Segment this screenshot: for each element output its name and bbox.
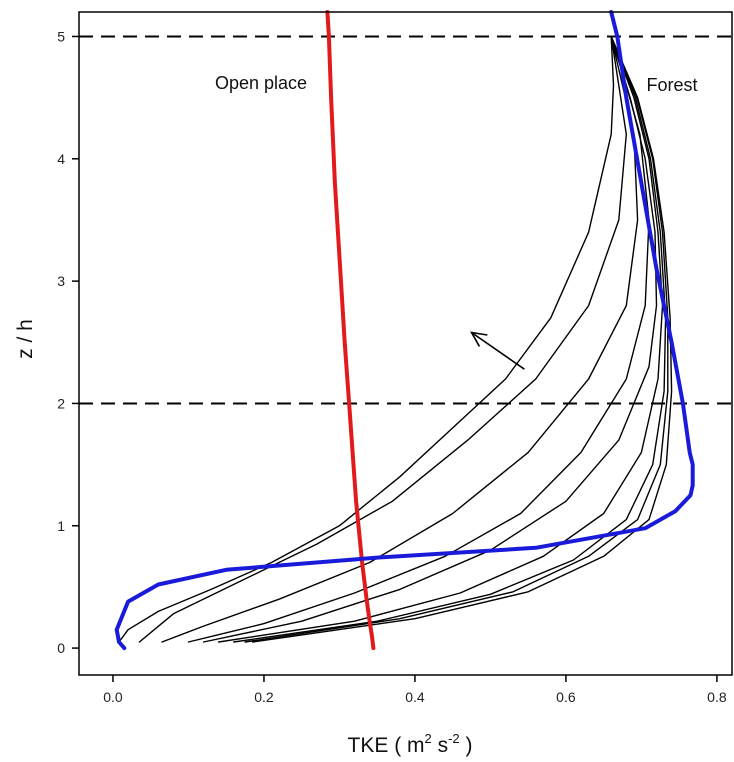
- y-tick-label: 5: [57, 28, 65, 44]
- transition-profile-line-2: [118, 35, 615, 649]
- open-place-line: [325, 10, 376, 651]
- x-tick-label: 0.2: [254, 689, 274, 705]
- x-axis-title-mid: s: [432, 734, 448, 757]
- arrow-head: [470, 331, 488, 347]
- x-tick-label: 0.6: [556, 689, 576, 705]
- transition-profile-line-10: [251, 35, 673, 643]
- x-axis-title-tail: ): [460, 734, 473, 757]
- plot-marks: [79, 10, 732, 651]
- transition-profile-line-3: [138, 35, 627, 643]
- transition-profile-line-8: [233, 35, 667, 643]
- forest-line: [114, 10, 695, 651]
- x-axis-title-main: TKE ( m: [348, 734, 425, 757]
- axes: 0.0 0.2 0.4 0.6 0.8 0 1 2 3 4 5: [57, 28, 727, 705]
- annotation-open-place: Open place: [215, 73, 307, 93]
- x-axis-title-sup2: -2: [448, 731, 460, 746]
- transition-profile-line-5: [187, 35, 650, 643]
- plot-frame: [78, 11, 733, 676]
- y-tick-label: 1: [57, 518, 65, 534]
- transition-profile-line-7: [217, 35, 664, 643]
- y-tick-label: 3: [57, 273, 65, 289]
- x-tick-label: 0.4: [405, 689, 425, 705]
- x-tick-label: 0.8: [707, 689, 727, 705]
- direction-arrow: [470, 331, 525, 370]
- y-axis-title: z / h: [14, 319, 37, 359]
- y-tick-label: 4: [57, 151, 65, 167]
- transition-profile-line-4: [161, 35, 639, 643]
- y-tick-label: 0: [57, 640, 65, 656]
- annotation-forest: Forest: [646, 75, 697, 95]
- transition-profile-line-6: [202, 35, 658, 643]
- arrow-shaft: [471, 331, 525, 370]
- y-tick-label: 2: [57, 395, 65, 411]
- x-axis-title-sup1: 2: [425, 731, 432, 746]
- x-axis-title: TKE ( m2 s-2 ): [348, 731, 473, 757]
- transition-profile-line-9: [244, 35, 669, 643]
- x-tick-label: 0.0: [103, 689, 123, 705]
